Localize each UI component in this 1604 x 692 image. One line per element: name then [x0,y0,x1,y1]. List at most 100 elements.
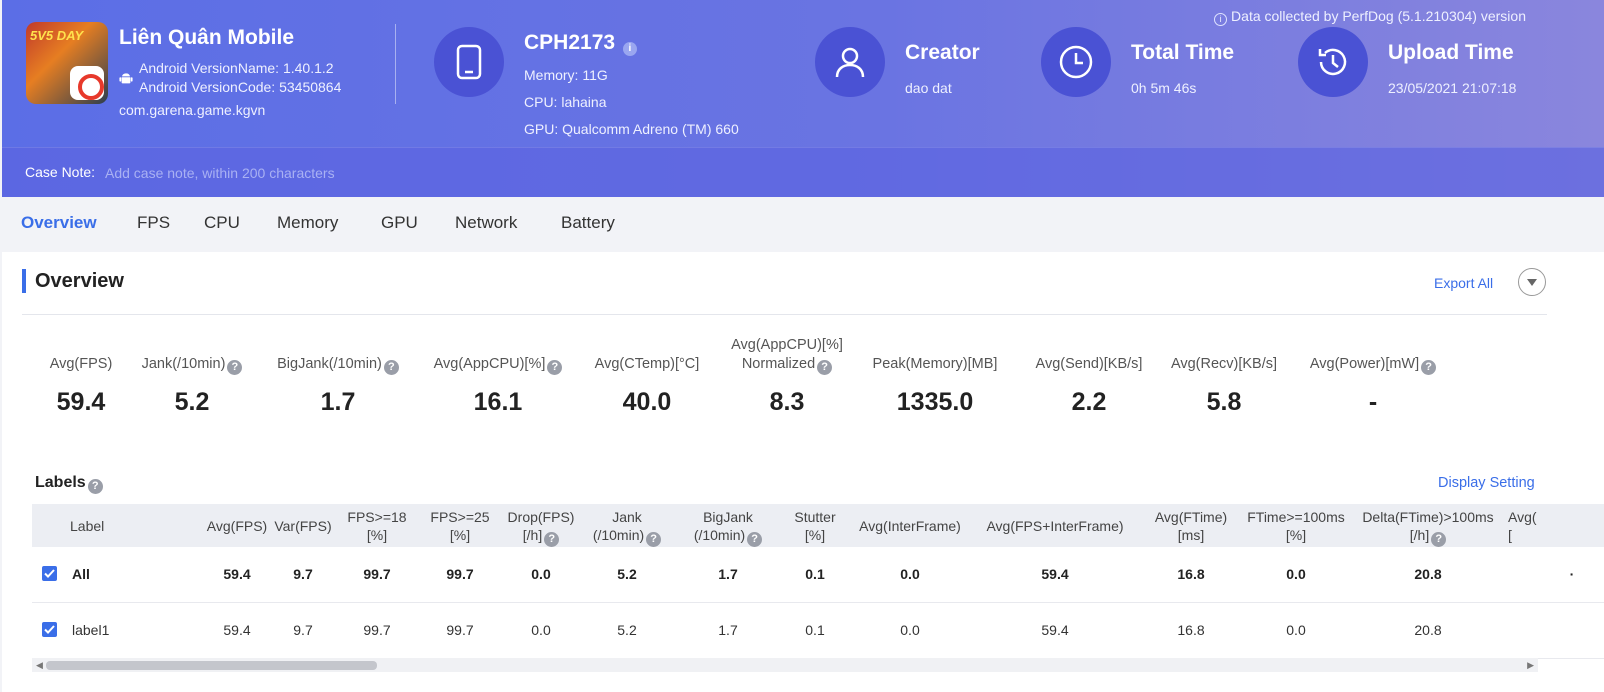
app-package: com.garena.game.kgvn [119,102,266,118]
col-avg-fps: Avg(FPS) [206,518,268,534]
help-icon[interactable]: ? [1431,532,1447,547]
user-icon [815,27,885,97]
help-icon[interactable]: ? [383,360,399,375]
overview-title: Overview [35,270,124,292]
device-memory: Memory: 11G [524,67,608,83]
cell: 0.0 [1286,566,1306,582]
help-icon[interactable]: ? [87,479,103,494]
scrollbar-thumb[interactable] [46,661,377,670]
col-avg-truncated: Avg([ [1508,509,1537,543]
header-divider [395,24,396,104]
chevron-down-icon [1527,278,1537,286]
col-stutter: Stutter [%] [794,509,836,543]
cell: 0.0 [531,622,551,638]
cell: 1.7 [718,566,738,582]
scroll-right-icon[interactable]: ▶ [1527,660,1534,670]
metric-avg-ctemp: Avg(CTemp)[°C] 40.0 [587,336,707,416]
display-setting-link[interactable]: Display Setting [1438,475,1535,491]
device-info-icon[interactable]: i [622,42,637,56]
tab-cpu[interactable]: CPU [204,213,240,232]
upload-time-title: Upload Time [1388,41,1514,64]
tab-fps[interactable]: FPS [137,213,171,232]
metric-label-line2: Normalized [741,356,816,372]
metric-label: Jank(/10min) [141,356,226,372]
upload-time-value: 23/05/2021 21:07:18 [1388,80,1517,96]
checkmark-icon [44,569,55,578]
cell: 0.1 [805,622,825,638]
cell: 1.7 [718,622,738,638]
metric-value: 5.2 [174,388,210,416]
horizontal-scrollbar[interactable]: ◀ ▶ [32,658,1538,672]
table-row: label1 59.4 9.7 99.7 99.7 0.0 5.2 1.7 0.… [32,603,1604,659]
metric-bigjank: BigJank(/10min)? 1.7 [264,336,412,416]
metric-label: Avg(FPS) [49,356,113,372]
metric-label: BigJank(/10min) [277,356,382,372]
case-note-input[interactable] [105,160,525,186]
col-delta-ftime: Delta(FTime)>100ms [/h]? [1362,509,1494,547]
table-row: All 59.4 9.7 99.7 99.7 0.0 5.2 1.7 0.1 0… [32,547,1604,603]
app-icon-badge: 5V5 DAY [30,28,84,43]
metric-label: Avg(CTemp)[°C] [594,356,700,372]
help-icon[interactable]: ? [1421,360,1437,375]
help-icon[interactable]: ? [227,360,243,375]
phone-icon [434,27,504,97]
cell: 99.7 [363,566,391,582]
app-name: Liên Quân Mobile [119,26,295,49]
cell: 59.4 [223,566,251,582]
row-label: label1 [72,622,110,638]
cell: 20.8 [1414,622,1442,638]
col-bigjank: BigJank (/10min)? [688,508,768,547]
cell: · [1569,566,1575,582]
cell: 0.0 [900,622,920,638]
collapse-button[interactable] [1518,268,1546,296]
export-all-link[interactable]: Export All [1434,275,1494,291]
col-label: Label [70,518,105,534]
section-accent-bar [22,269,26,293]
help-icon[interactable]: ? [544,532,560,547]
metric-avg-appcpu: Avg(AppCPU)[%]? 16.1 [422,336,574,416]
cell: 0.0 [1286,622,1306,638]
col-avg-interframe: Avg(InterFrame) [859,518,961,534]
help-icon[interactable]: ? [817,360,833,375]
device-cpu: CPU: lahaina [524,94,607,110]
cell: 59.4 [223,622,251,638]
creator-title: Creator [905,41,980,64]
col-drop-fps: Drop(FPS) [/h]? [507,509,575,547]
metric-value: 40.0 [622,388,672,416]
col-ftime100: FTime>=100ms [%] [1247,509,1345,543]
case-note-bar: Case Note: [2,147,1604,197]
case-note-label: Case Note: [25,164,96,180]
col-avg-fps-interframe: Avg(FPS+InterFrame) [986,518,1124,534]
tab-network[interactable]: Network [455,213,518,232]
help-icon[interactable]: ? [747,532,763,547]
total-time-title: Total Time [1131,41,1235,64]
row-checkbox[interactable] [42,566,57,581]
metric-label: Avg(Recv)[KB/s] [1170,356,1278,372]
section-divider [22,314,1547,315]
col-var-fps: Var(FPS) [274,518,332,534]
cell: 59.4 [1041,622,1069,638]
app-icon: 5V5 DAY [26,22,108,104]
tab-battery[interactable]: Battery [561,213,615,232]
help-icon[interactable]: ? [547,360,563,375]
tab-memory[interactable]: Memory [277,213,339,232]
col-jank: Jank (/10min)? [587,508,667,547]
col-fps18: FPS>=18 [%] [347,509,407,543]
cell: 9.7 [293,622,313,638]
tab-bar: Overview FPS CPU Memory GPU Network Batt… [0,197,1604,252]
metric-avg-fps: Avg(FPS) 59.4 [36,336,126,416]
row-checkbox[interactable] [42,622,57,637]
android-icon [119,73,133,84]
perfdog-note: i Data collected by PerfDog (5.1.210304)… [1214,8,1526,26]
tab-overview[interactable]: Overview [21,213,97,232]
device-model: CPH2173 i [524,31,637,56]
cell: 99.7 [363,622,391,638]
scroll-left-icon[interactable]: ◀ [36,660,43,670]
help-icon[interactable]: ? [646,532,662,547]
metric-label: Avg(AppCPU)[%] [433,356,546,372]
metric-label: Avg(AppCPU)[%] [731,337,843,353]
tab-gpu[interactable]: GPU [381,213,418,232]
cell: 0.0 [531,566,551,582]
cell: 9.7 [293,566,313,582]
info-circle-icon: i [1214,13,1228,26]
